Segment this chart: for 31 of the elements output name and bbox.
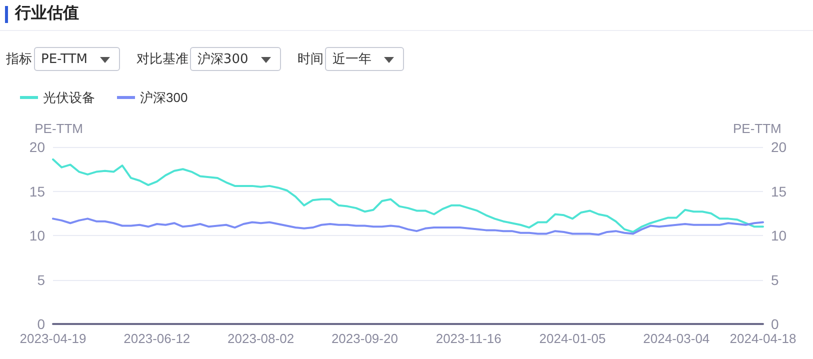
y2-tick-label: 20 [771,139,787,155]
x-tick-label: 2024-04-18 [730,331,796,346]
y-tick-label: 20 [29,139,46,155]
text: 时间 [297,51,324,68]
text: 指标 [6,51,32,68]
y-tick-label: 5 [37,272,46,288]
legend-label: 沪深300 [140,90,188,105]
y2-axis-title: PE-TTM [733,121,782,136]
dropdown-field: 近一年 [325,47,404,71]
x-tick-label: 2023-06-12 [124,331,190,346]
dropdown-field: 沪深300 [190,47,282,71]
y-tick-label: 0 [37,316,46,332]
y-tick-label: 10 [29,228,46,244]
y2-tick-label: 5 [771,272,779,288]
dropdown-field: PE-TTM [34,47,120,71]
y2-tick-label: 10 [771,228,787,244]
text: 对比基准 [136,51,188,68]
chart-title: 行业估值 [15,3,79,24]
y2-tick-label: 15 [771,183,787,200]
x-tick-label: 2023-04-19 [20,331,86,346]
x-tick-label: 2024-01-05 [539,331,606,346]
y-tick-label: 15 [29,183,46,200]
line-series [52,218,764,236]
x-tick-label: 2023-11-16 [436,331,502,346]
line-series [52,158,764,233]
y2-tick-label: 0 [771,316,779,332]
x-tick-label: 2023-08-02 [228,331,294,346]
x-tick-label: 2024-03-04 [643,331,710,346]
legend-label: 光伏设备 [43,90,95,105]
x-tick-label: 2023-09-20 [331,331,398,346]
y-axis-title: PE-TTM [34,121,83,136]
